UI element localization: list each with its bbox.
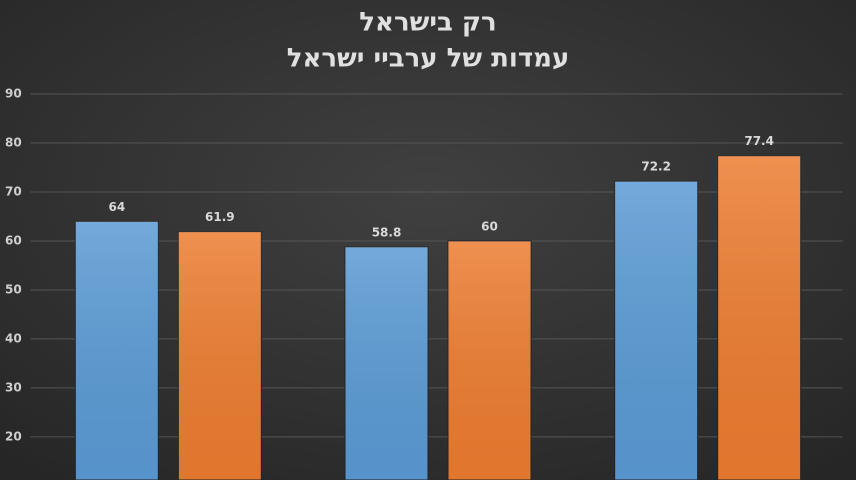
bar (717, 155, 802, 480)
bar (447, 240, 532, 480)
chart-subtitle: עמדות של ערביי ישראל (287, 44, 570, 74)
value-label: 61.9 (205, 210, 235, 224)
bar (74, 220, 159, 480)
value-label: 58.8 (372, 225, 402, 239)
y-tick-label: 30 (5, 380, 22, 394)
y-tick-label: 20 (5, 429, 22, 443)
value-label: 72.2 (641, 160, 671, 174)
y-tick-label: 60 (5, 233, 22, 247)
y-tick-label: 70 (5, 184, 22, 198)
y-tick-label: 80 (5, 135, 22, 149)
value-label: 60 (481, 219, 498, 233)
value-label: 77.4 (744, 134, 774, 148)
chart-title: רק בישראל (359, 8, 496, 38)
y-tick-label: 40 (5, 331, 22, 345)
bar (614, 180, 699, 480)
value-label: 64 (108, 200, 125, 214)
y-tick-label: 50 (5, 282, 22, 296)
bar (177, 231, 262, 480)
bar (344, 246, 429, 480)
y-tick-label: 90 (5, 87, 22, 101)
